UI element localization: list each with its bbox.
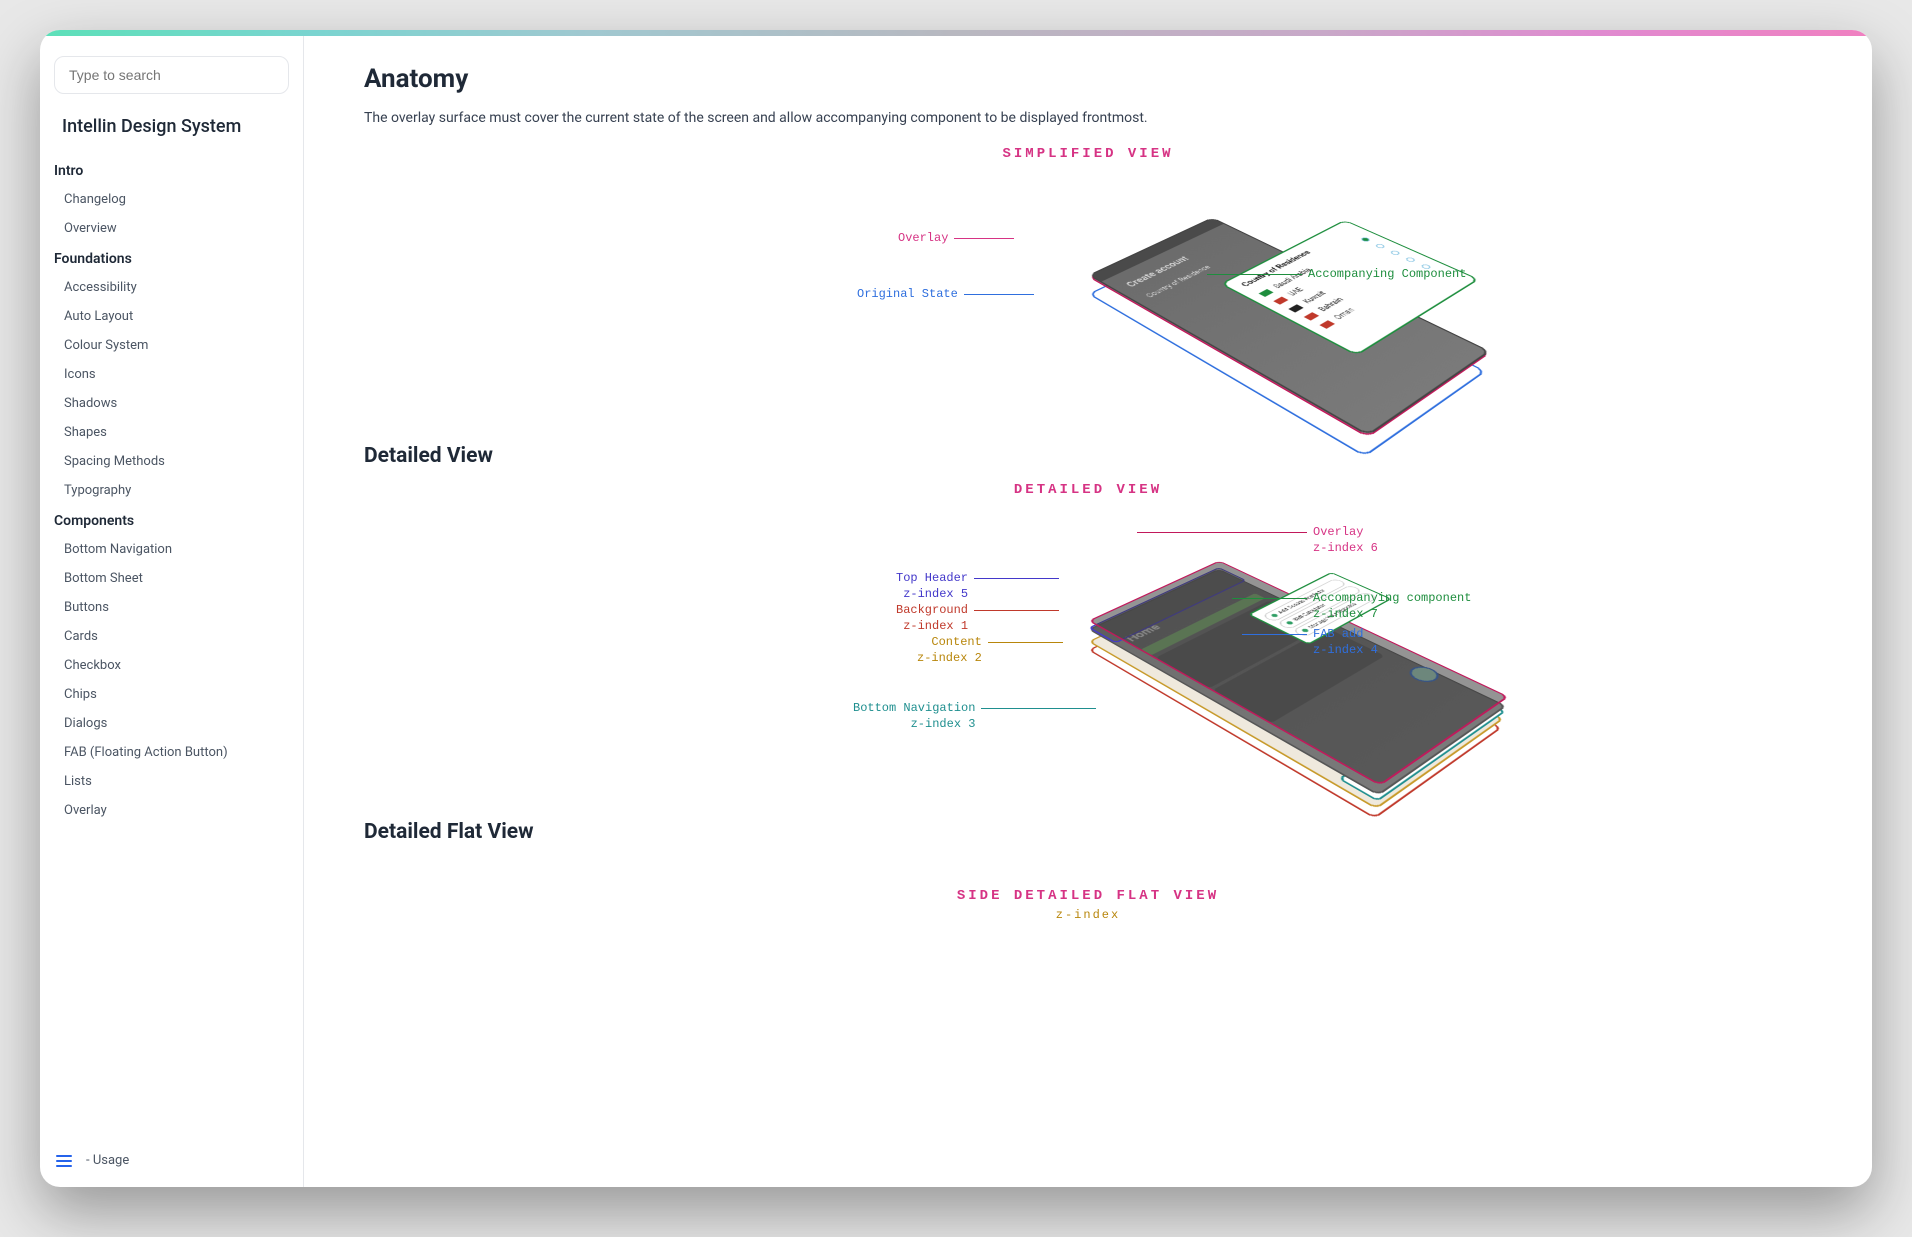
app-window: Intellin Design System IntroChangelogOve… — [40, 30, 1872, 1187]
brand-title: Intellin Design System — [54, 112, 289, 155]
detailed-diagram: Home Add Dosage ReminderBMI CalculatorMa… — [768, 510, 1408, 790]
nav-item-shapes[interactable]: Shapes — [54, 418, 289, 447]
nav-item-spacing-methods[interactable]: Spacing Methods — [54, 447, 289, 476]
country-name: Oman — [1333, 307, 1358, 321]
radio-icon — [1360, 237, 1371, 243]
flat-label: SIDE DETAILED FLAT VIEW — [364, 888, 1812, 904]
nav-item-overview[interactable]: Overview — [54, 214, 289, 243]
content: Anatomy The overlay surface must cover t… — [304, 36, 1872, 1187]
sidebar-footer: - Usage — [54, 1138, 289, 1177]
callout-content: Content z-index 2 — [917, 634, 982, 666]
nav-item-auto-layout[interactable]: Auto Layout — [54, 302, 289, 331]
dot-icon — [1301, 628, 1310, 633]
nav: IntroChangelogOverviewFoundationsAccessi… — [54, 155, 289, 825]
sidebar-sub-item-usage[interactable]: - Usage — [82, 1146, 133, 1175]
nav-item-checkbox[interactable]: Checkbox — [54, 651, 289, 680]
callout-overlay-d: Overlay z-index 6 — [1313, 524, 1378, 556]
app-body: Intellin Design System IntroChangelogOve… — [40, 36, 1872, 1187]
radio-icon — [1405, 257, 1417, 263]
nav-item-typography[interactable]: Typography — [54, 476, 289, 505]
callout-overlay: Overlay — [898, 230, 948, 246]
nav-item-shadows[interactable]: Shadows — [54, 389, 289, 418]
page-lead: The overlay surface must cover the curre… — [364, 110, 1812, 126]
nav-section-intro: Intro — [54, 155, 289, 185]
callout-accomp-d: Accompanying component z-index 7 — [1313, 590, 1471, 622]
nav-item-chips[interactable]: Chips — [54, 680, 289, 709]
callout-fab: FAB add z-index 4 — [1313, 626, 1378, 658]
dot-icon — [1285, 621, 1294, 625]
radio-icon — [1389, 250, 1401, 256]
flag-icon — [1273, 297, 1288, 305]
callout-bottom-nav: Bottom Navigation z-index 3 — [853, 700, 975, 732]
detailed-label: DETAILED VIEW — [364, 482, 1812, 498]
callout-background: Background z-index 1 — [896, 602, 968, 634]
flag-icon — [1288, 304, 1303, 312]
nav-section-foundations: Foundations — [54, 243, 289, 273]
nav-item-colour-system[interactable]: Colour System — [54, 331, 289, 360]
simplified-label: SIMPLIFIED VIEW — [364, 146, 1812, 162]
menu-icon[interactable] — [56, 1155, 72, 1167]
callout-top-header: Top Header z-index 5 — [896, 570, 968, 602]
flag-icon — [1319, 320, 1335, 329]
flag-icon — [1259, 289, 1274, 297]
nav-item-changelog[interactable]: Changelog — [54, 185, 289, 214]
page-title: Anatomy — [364, 64, 1812, 94]
flat-sublabel: z-index — [364, 908, 1812, 922]
nav-item-accessibility[interactable]: Accessibility — [54, 273, 289, 302]
nav-item-buttons[interactable]: Buttons — [54, 593, 289, 622]
nav-item-fab-floating-action-button-[interactable]: FAB (Floating Action Button) — [54, 738, 289, 767]
callout-original-state: Original State — [857, 286, 958, 302]
callout-accompanying: Accompanying Component — [1308, 266, 1466, 282]
flat-heading: Detailed Flat View — [364, 820, 1812, 844]
search-input[interactable] — [54, 56, 289, 94]
nav-item-icons[interactable]: Icons — [54, 360, 289, 389]
nav-item-cards[interactable]: Cards — [54, 622, 289, 651]
simplified-diagram: Create account Country of Residence Coun… — [768, 174, 1408, 414]
dot-icon — [1270, 613, 1279, 617]
nav-item-bottom-navigation[interactable]: Bottom Navigation — [54, 535, 289, 564]
nav-item-bottom-sheet[interactable]: Bottom Sheet — [54, 564, 289, 593]
flag-icon — [1304, 312, 1319, 320]
sidebar: Intellin Design System IntroChangelogOve… — [40, 36, 304, 1187]
nav-item-lists[interactable]: Lists — [54, 767, 289, 796]
radio-icon — [1374, 243, 1385, 249]
detailed-heading: Detailed View — [364, 444, 1812, 468]
nav-item-overlay[interactable]: Overlay — [54, 796, 289, 825]
nav-item-dialogs[interactable]: Dialogs — [54, 709, 289, 738]
nav-section-components: Components — [54, 505, 289, 535]
